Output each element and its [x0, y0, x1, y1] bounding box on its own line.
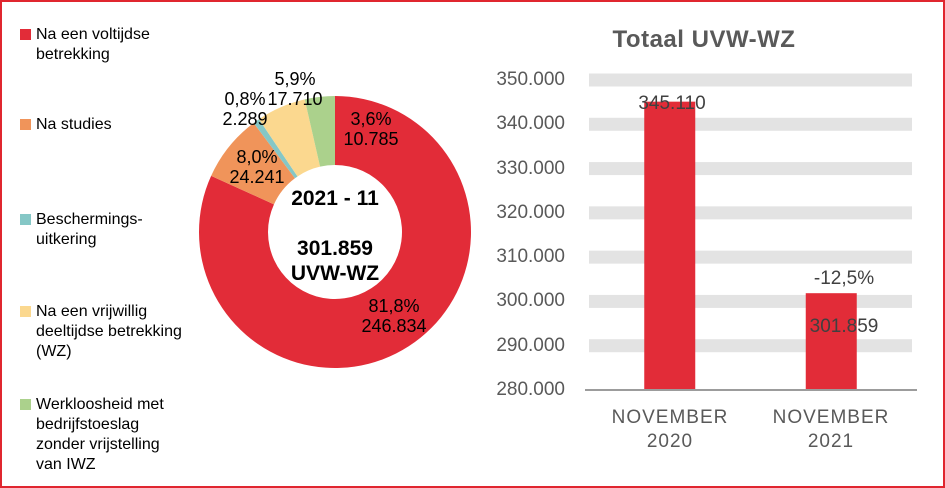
- bar-0: [644, 101, 696, 391]
- legend-item-na-studies: Na studies: [20, 115, 112, 135]
- donut-slice-3: [258, 99, 321, 177]
- pie-label-pct: 81,8%: [368, 296, 420, 316]
- x-axis-label-nov-2020: NOVEMBER 2020: [611, 407, 729, 452]
- pie-label-value: 10.785: [343, 129, 399, 149]
- legend-item-voltijdse-betrekking: Na een voltijdse betrekking: [20, 25, 150, 65]
- y-axis-tick-label: 300.000: [496, 290, 565, 312]
- donut-unit: UVW-WZ: [290, 262, 380, 285]
- y-axis-tick-label: 320.000: [496, 201, 565, 223]
- pie-label-pct: 3,6%: [350, 109, 392, 129]
- bar-label-nov-2021: -12,5% 301.859: [810, 243, 879, 363]
- pie-label-pct: 0,8%: [224, 89, 266, 109]
- pie-label-pct: 8,0%: [236, 147, 278, 167]
- x-axis-label-nov-2021: NOVEMBER 2021: [772, 407, 890, 452]
- pie-label-werkloosheid-bedrijfstoeslag: 3,6% 10.785: [343, 109, 398, 149]
- donut-slice-0: [198, 96, 471, 369]
- donut-center-spacer: [291, 211, 379, 236]
- pie-label-beschermingsuitkering: 0,8% 2.289: [222, 89, 267, 129]
- gridline-band: [589, 206, 912, 220]
- y-axis-tick-label: 330.000: [496, 157, 565, 179]
- bar-label-nov-2020: 345.110: [638, 68, 705, 116]
- donut-slice-4: [304, 96, 335, 167]
- legend-item-beschermingsuitkering: Beschermings- uitkering: [20, 210, 143, 250]
- gridline-band: [589, 73, 912, 87]
- pie-label-value: 246.834: [361, 316, 427, 336]
- pie-label-na-studies: 8,0% 24.241: [229, 147, 284, 187]
- y-axis-tick-label: 350.000: [496, 69, 565, 90]
- pie-label-voltijdse-betrekking: 81,8% 246.834: [361, 296, 426, 336]
- bar-delta: -12,5%: [813, 268, 875, 289]
- legend-item-werkloosheid-bedrijfstoeslag: Werkloosheid met bedrijfstoeslag zonder …: [20, 395, 164, 475]
- legend-swatch-green: [20, 399, 31, 410]
- bar-value: 345.110: [638, 93, 706, 114]
- pie-label-pct: 5,9%: [274, 69, 316, 89]
- donut-total: 301.859: [297, 237, 373, 260]
- legend-item-label: Na een vrijwillig deeltijdse betrekking …: [36, 303, 182, 360]
- pie-label-value: 24.241: [229, 167, 285, 187]
- pie-label-value: 2.289: [222, 109, 268, 129]
- legend-swatch-red: [20, 29, 31, 40]
- pie-label-value: 17.710: [267, 89, 323, 109]
- y-axis-tick-label: 280.000: [496, 379, 565, 400]
- legend-item-label: Werkloosheid met bedrijfstoeslag zonder …: [36, 396, 164, 473]
- bar-chart-title: Totaal UVW-WZ: [612, 26, 796, 53]
- legend-swatch-teal: [20, 214, 31, 225]
- bar-value: 301.859: [809, 316, 879, 337]
- bar-1: [805, 293, 857, 390]
- x-axis-line: [585, 389, 917, 391]
- y-axis-tick-label: 290.000: [496, 334, 565, 356]
- y-axis-tick-label: 310.000: [496, 246, 565, 268]
- donut-center-label: 2021 - 11 301.859 UVW-WZ: [291, 187, 379, 286]
- legend-swatch-orange: [20, 119, 31, 130]
- donut-slice-2: [253, 119, 298, 179]
- legend-swatch-yellow: [20, 306, 31, 317]
- donut-slice-1: [211, 122, 295, 205]
- y-axis-tick-label: 340.000: [496, 113, 565, 135]
- legend-item-label: Na een voltijdse betrekking: [36, 26, 150, 63]
- donut-period: 2021 - 11: [291, 187, 379, 210]
- pie-label-vrijwillig-deeltijds: 5,9% 17.710: [267, 69, 322, 109]
- legend-item-label: Beschermings- uitkering: [36, 211, 143, 248]
- gridline-band: [589, 162, 912, 176]
- legend-item-label: Na studies: [36, 116, 112, 133]
- legend-item-vrijwillig-deeltijds: Na een vrijwillig deeltijdse betrekking …: [20, 302, 182, 362]
- gridline-band: [589, 117, 912, 131]
